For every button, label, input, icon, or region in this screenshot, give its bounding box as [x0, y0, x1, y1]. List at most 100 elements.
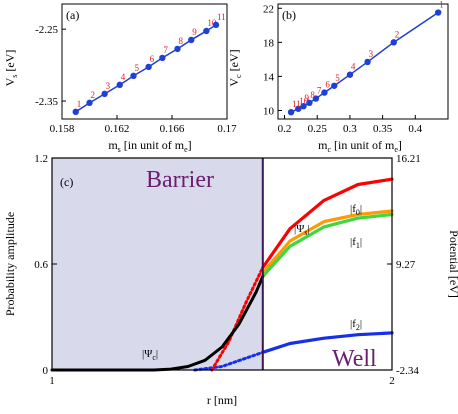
panel-b-ticks: 0.2 0.25 0.3 0.35 0.4 10 14 18 22	[263, 3, 423, 135]
point-label: 4	[121, 72, 126, 82]
panel-b-xlabel: mc [in unit of me]	[318, 138, 402, 154]
f0-label: |f0|	[350, 203, 362, 217]
y-tick-left-label: 1.2	[34, 153, 48, 165]
data-point	[390, 39, 397, 46]
data-point	[331, 82, 338, 89]
point-label: 4	[351, 62, 356, 72]
curve-f2-dotted	[193, 350, 265, 372]
y-tick-label: 14	[263, 71, 275, 83]
panel-c-ylabel-left: Probability amplitude	[3, 212, 17, 316]
x-tick-label: 0.17	[217, 123, 237, 135]
x-tick-label: 0.4	[408, 123, 422, 135]
data-point	[300, 103, 307, 110]
data-point	[346, 71, 354, 78]
point-label: 10	[207, 18, 217, 28]
psi-s-label: |Ψs|	[294, 223, 310, 237]
data-point	[145, 63, 152, 71]
data-point	[72, 108, 79, 116]
data-point	[212, 21, 220, 29]
panel-c: 1 2 0 0.6 1.2 -2.34 9.27 16.21 (c) Barrier Well…	[3, 153, 458, 407]
point-label: 11	[217, 12, 226, 22]
point-label: 9	[305, 93, 310, 103]
data-point	[364, 58, 371, 66]
point-label: 7	[163, 45, 168, 55]
y-tick-right-label: 9.27	[396, 259, 416, 271]
f2-label: |f2|	[350, 318, 362, 332]
panel-a-ticks: 0.158 0.162 0.166 0.17 -2.25 -2.35	[35, 24, 237, 135]
data-point	[116, 81, 123, 89]
point-label: 11	[292, 99, 301, 109]
data-point	[312, 95, 320, 102]
x-tick-label: 0.162	[105, 123, 130, 135]
point-label: 6	[150, 54, 155, 64]
data-point	[159, 54, 166, 62]
data-point	[130, 72, 137, 80]
well-label: Well	[332, 346, 377, 372]
panel-b-ylabel: Vc [eV]	[227, 49, 243, 86]
y-tick-right-label: -2.34	[396, 365, 419, 377]
barrier-label: Barrier	[146, 167, 214, 193]
y-tick-label: -2.35	[35, 96, 58, 108]
point-label: 5	[135, 63, 140, 73]
curve-f0	[261, 177, 394, 270]
panel-a-xlabel: ms [in unit of me]	[108, 138, 191, 154]
point-label: 5	[335, 73, 340, 83]
point-label: 2	[395, 29, 400, 39]
x-tick-label: 0.35	[373, 123, 393, 135]
point-label: 7	[317, 86, 322, 96]
panel-c-ylabel-right: Potential [eV]	[447, 230, 458, 298]
x-tick-label: 1	[49, 375, 55, 387]
data-point	[306, 99, 313, 107]
point-label: 1	[439, 0, 444, 10]
point-label: 9	[192, 27, 197, 37]
x-tick-label: 2	[389, 375, 395, 387]
point-label: 3	[369, 49, 374, 59]
curve-f1	[261, 209, 394, 275]
data-point	[434, 9, 442, 16]
x-tick-label: 0.25	[308, 123, 328, 135]
data-point	[86, 99, 93, 107]
curve-f1-green	[261, 212, 394, 278]
f1-label: |f1|	[350, 236, 362, 250]
panel-c-label: (c)	[60, 175, 73, 189]
y-tick-right-label: 16.21	[396, 153, 421, 165]
point-label: 2	[91, 90, 96, 100]
y-tick-label: -2.25	[35, 24, 58, 36]
y-tick-left-label: 0	[43, 365, 49, 377]
y-tick-label: 18	[263, 37, 275, 49]
x-tick-label: 0.3	[343, 123, 357, 135]
data-point	[174, 45, 181, 53]
data-point	[101, 90, 108, 98]
barrier-region	[52, 158, 263, 370]
panel-b-frame	[277, 3, 449, 120]
point-label: 6	[325, 80, 330, 90]
data-point	[188, 36, 195, 44]
y-tick-left-label: 0.6	[34, 259, 48, 271]
x-tick-label: 0.2	[278, 123, 292, 135]
point-label: 1	[77, 99, 82, 109]
y-tick-label: 10	[263, 105, 275, 117]
x-tick-label: 0.166	[160, 123, 185, 135]
data-point	[321, 89, 328, 96]
y-tick-label: 22	[263, 3, 274, 15]
point-label: 3	[106, 81, 111, 91]
curve-f0-dotted	[210, 266, 265, 372]
curve-f2	[261, 331, 394, 354]
panel-c-ticks: 1 2 0 0.6 1.2 -2.34 9.27 16.21	[34, 153, 421, 387]
psi-c-label: |Ψc|	[142, 348, 158, 362]
x-tick-label: 0.158	[50, 123, 75, 135]
panel-c-xlabel: r [nm]	[207, 393, 237, 407]
data-point	[295, 105, 302, 112]
panel-a: (a) 0.158 0.162 0.166 0.17 -2.25 -2.35 123456…	[3, 3, 237, 154]
panel-a-label: (a)	[66, 8, 79, 22]
point-label: 8	[179, 36, 184, 46]
panel-a-ylabel: Vs [eV]	[3, 50, 19, 87]
point-label: 8	[310, 90, 315, 100]
panel-b-label: (b)	[282, 8, 296, 22]
data-point	[287, 108, 295, 116]
point-label: 10	[299, 96, 309, 106]
